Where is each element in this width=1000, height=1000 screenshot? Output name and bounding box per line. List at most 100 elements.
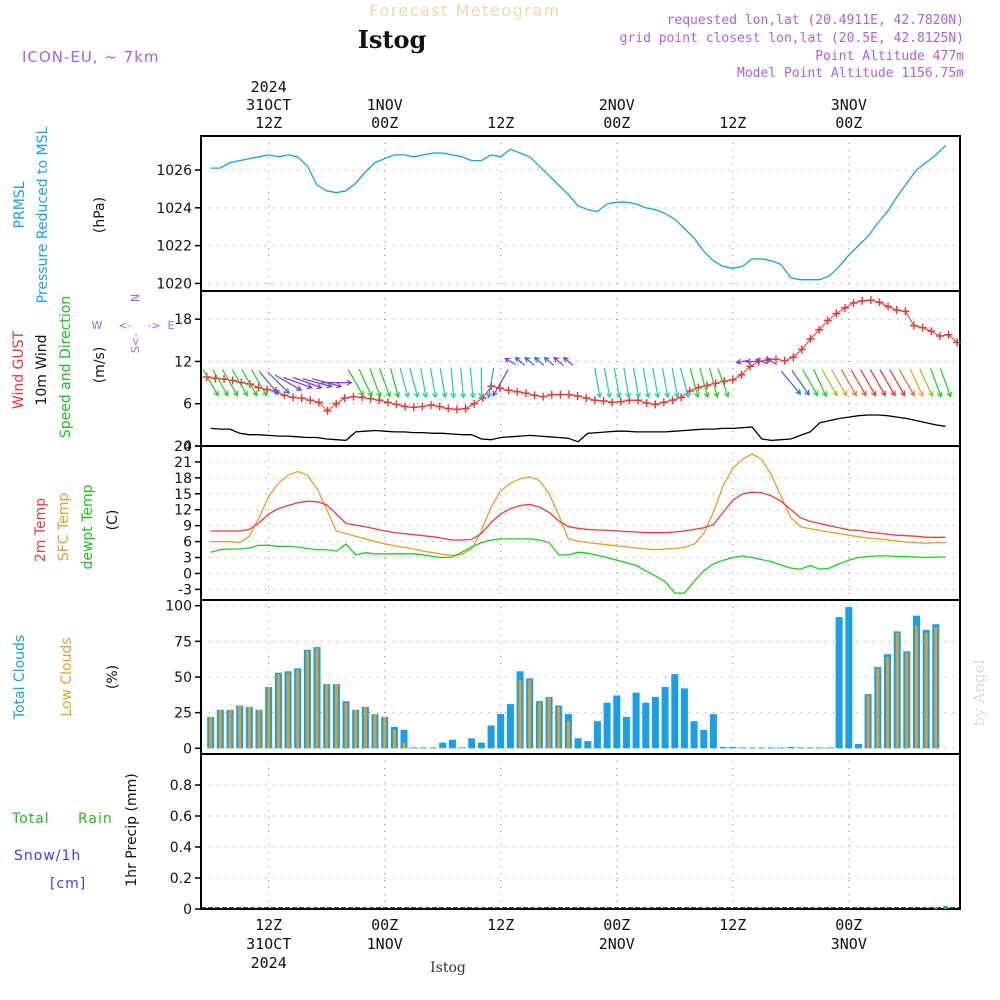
wind-direction-arrow [469,367,476,399]
pressure-label-line1: PRMSL [12,181,28,228]
wind-direction-arrow [661,367,670,399]
gust-line [206,299,958,412]
gust-marker [418,402,427,411]
wind-direction-arrow [930,368,943,398]
wind-direction-arrow [717,368,730,398]
gust-marker [427,401,436,410]
wind-direction-arrow [603,367,612,399]
gust-marker [651,400,660,409]
gust-marker [927,327,936,336]
gust-marker [401,402,410,411]
low-cloud-bar [209,716,213,749]
model-label: ICON-EU, ~ 7km [22,48,160,66]
wind-direction-arrow [919,368,934,398]
low-cloud-bar [895,632,899,749]
rain-bar [933,907,938,909]
gust-marker [530,391,539,400]
top-time-label: 31OCT [246,96,291,114]
wind-direction-arrow [369,368,382,398]
top-time-label: 2024 [251,78,287,96]
cloud-ytick-label: 25 [174,706,192,722]
time-label: 12Z [255,916,282,934]
gust-marker [306,396,315,405]
top-time-label: 12Z [487,114,514,132]
wind-direction-arrow [321,379,353,386]
gust-marker [323,406,332,415]
time-label: 2024 [251,954,287,972]
wind-direction-arrow [492,369,509,397]
cloud-ytick-label: 0 [183,741,192,757]
wind-direction-arrow [709,367,720,399]
top-time-label: 12Z [255,114,282,132]
total-cloud-bar [593,721,601,749]
temp-unit: (C) [105,510,121,531]
gust-marker [470,399,479,408]
pressure-ytick-label: 1024 [156,201,192,217]
gust-marker [444,404,453,413]
total-cloud-bar [419,747,427,749]
wind-ytick-label: 0 [183,439,192,455]
compass-w-arrow: <- [118,319,131,332]
wind-direction-arrow [613,367,622,399]
wind-direction-arrow [274,374,303,391]
precip-ytick-label: 0.2 [170,871,192,887]
wind-direction-arrow [939,368,952,398]
wind-direction-arrow [409,367,420,399]
wind-direction-arrow [652,367,661,399]
temp-label-2m: 2m Temp [33,498,49,562]
gust-marker [849,298,858,307]
gust-marker [840,303,849,312]
precip-label-cm: [cm] [50,876,86,892]
gust-marker [901,307,910,316]
precip-label-snow: Snow/1h [14,848,81,864]
time-label: 00Z [835,916,862,934]
wind-direction-arrow [439,367,448,399]
wind-direction-arrow [812,368,828,398]
total-cloud-bar [777,747,785,749]
rain-bar [943,905,948,909]
total-cloud-bar [806,747,814,749]
gust-marker [608,398,617,407]
gust-marker [452,405,461,414]
low-cloud-bar [334,684,338,749]
gust-marker [935,332,944,341]
wind-direction-arrow [450,367,457,399]
cloud-unit: (%) [105,665,121,689]
wind-direction-arrow [755,358,768,365]
wind-direction-arrow [267,371,290,395]
total-cloud-bar [584,741,592,749]
low-cloud-bar [915,625,918,749]
temp-ytick-label: 18 [174,471,192,487]
total-cloud-bar [574,738,582,749]
wind-direction-arrow [642,367,651,399]
gust-marker [823,316,832,325]
low-cloud-bar [905,652,909,749]
gust-marker [314,398,323,407]
gust-marker [599,396,608,405]
low-cloud-bar [363,706,367,749]
forecast-meteogram-title: Forecast Meteogram [369,1,560,20]
wind-direction-arrow [831,369,848,397]
pressure-ytick-label: 1026 [156,163,192,179]
wind-direction-arrow [399,367,410,399]
low-cloud-bar [325,684,329,749]
gust-marker [375,396,384,405]
wind-direction-arrow [250,369,268,397]
precip-frame [200,753,961,910]
low-cloud-bar [296,669,300,749]
total-cloud-bar [410,747,418,749]
low-cloud-bar [924,632,928,749]
total-cloud-bar [458,747,466,749]
total-cloud-bar [477,742,485,749]
top-time-label: 00Z [835,114,862,132]
wind-direction-arrow [258,370,280,396]
gust-marker [668,396,677,405]
gust-marker [944,330,953,339]
wind-direction-arrow [840,369,857,397]
low-cloud-bar [267,687,271,749]
temp-ytick-label: 9 [183,519,192,535]
gust-marker [547,390,556,399]
